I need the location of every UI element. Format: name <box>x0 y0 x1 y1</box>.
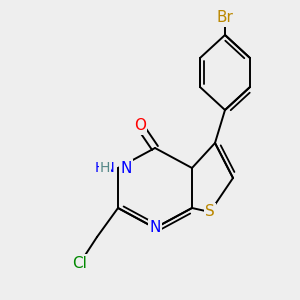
Text: Cl: Cl <box>73 256 87 271</box>
Text: N: N <box>120 160 131 175</box>
Text: H: H <box>100 161 110 175</box>
Text: O: O <box>134 118 146 134</box>
Text: HN: HN <box>94 161 115 175</box>
Text: S: S <box>205 205 215 220</box>
Text: N: N <box>149 220 161 236</box>
Text: Br: Br <box>217 11 233 26</box>
